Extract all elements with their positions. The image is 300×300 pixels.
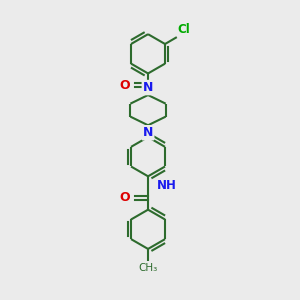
Text: CH₃: CH₃ (138, 263, 158, 273)
Text: N: N (143, 81, 153, 94)
Text: N: N (143, 126, 153, 139)
Text: O: O (120, 79, 130, 92)
Text: NH: NH (157, 178, 177, 192)
Text: Cl: Cl (178, 23, 190, 36)
Text: O: O (120, 191, 130, 204)
